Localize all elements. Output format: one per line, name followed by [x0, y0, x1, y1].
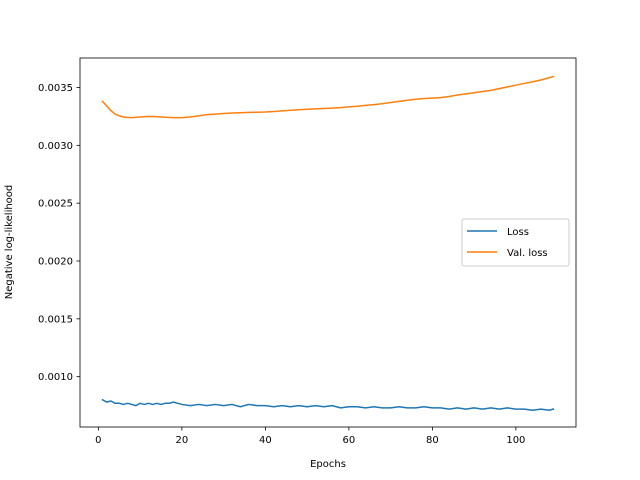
- series-layer: [101, 75, 555, 411]
- series-line-val-loss: [101, 75, 555, 119]
- y-tick-label: 0.0025: [38, 199, 73, 210]
- x-tick-label: 60: [343, 435, 356, 446]
- x-tick-label: 80: [426, 435, 439, 446]
- axes-frame: [79, 57, 577, 428]
- y-tick-label: 0.0015: [38, 314, 73, 325]
- y-tick-label: 0.0035: [38, 83, 73, 94]
- y-tick-label: 0.0010: [38, 372, 73, 383]
- y-tick-label: 0.0030: [38, 141, 73, 152]
- x-tick-label: 20: [176, 435, 189, 446]
- x-tick-label: 40: [259, 435, 272, 446]
- y-axis-label: Negative log-likelihood: [4, 185, 15, 300]
- legend: Loss Val. loss: [461, 218, 570, 267]
- x-tick-label: 0: [95, 435, 101, 446]
- x-tick-label: 100: [506, 435, 525, 446]
- x-axis-label: Epochs: [310, 459, 346, 470]
- series-line-loss: [101, 398, 555, 411]
- y-axis: 0.0010 0.0015 0.0020 0.0025 0.0030 0.0035: [38, 83, 80, 383]
- y-tick-label: 0.0020: [38, 257, 73, 268]
- legend-label-val-loss: Val. loss: [507, 248, 548, 259]
- legend-label-loss: Loss: [507, 227, 529, 238]
- x-axis: 0 20 40 60 80 100: [95, 427, 525, 446]
